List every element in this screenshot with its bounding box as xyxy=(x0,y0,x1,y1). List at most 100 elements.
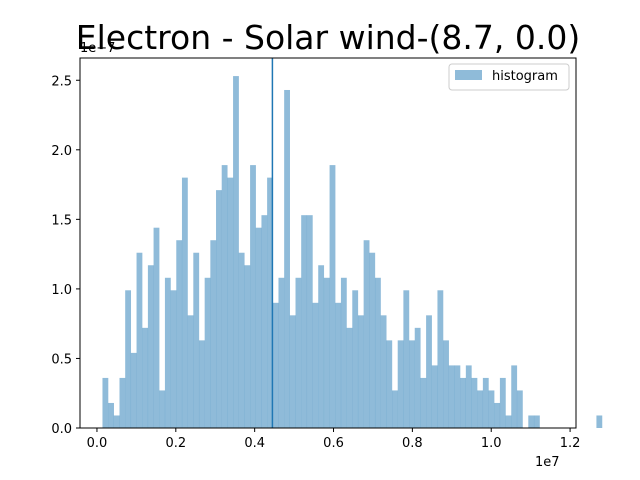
x-tick-label: 0.6 xyxy=(323,436,344,451)
chart-title: Electron - Solar wind-(8.7, 0.0) xyxy=(76,18,580,57)
histogram-bar xyxy=(511,365,518,428)
histogram-bar xyxy=(102,377,109,428)
histogram-bar xyxy=(233,76,239,429)
histogram-bar xyxy=(363,240,370,428)
histogram-bar xyxy=(318,265,325,428)
histogram-bar xyxy=(181,177,188,428)
histogram-bar xyxy=(482,377,489,428)
histogram-bar xyxy=(284,89,290,428)
histogram-bar xyxy=(267,177,273,428)
histogram-bar xyxy=(465,365,472,428)
y-axis-ticks: 0.0 0.5 1.0 1.5 2.0 2.5 xyxy=(51,74,80,437)
histogram-bar xyxy=(494,402,501,428)
x-tick-label: 0.4 xyxy=(244,436,265,451)
histogram-bar xyxy=(426,315,432,428)
histogram-bar xyxy=(170,290,177,428)
x-tick-label: 0.0 xyxy=(87,436,108,451)
histogram-bar xyxy=(437,290,444,428)
histogram-bar xyxy=(306,215,313,428)
histogram-bar xyxy=(221,165,228,428)
histogram-bar xyxy=(278,277,285,428)
histogram-bar xyxy=(380,315,387,428)
histogram-bar xyxy=(420,377,427,428)
y-tick-label: 1.0 xyxy=(51,283,72,298)
histogram-bar xyxy=(409,340,415,428)
histogram-bar xyxy=(460,377,466,428)
histogram-bar xyxy=(477,390,484,428)
y-tick-label: 2.0 xyxy=(51,144,72,159)
histogram-bar xyxy=(198,340,205,428)
histogram-bar xyxy=(301,215,308,428)
histogram-bar xyxy=(238,252,245,428)
histogram-bar xyxy=(374,277,381,428)
x-axis-ticks: 0.0 0.2 0.4 0.6 0.8 1.0 1.2 xyxy=(87,428,581,451)
histogram-bar xyxy=(414,327,421,428)
histogram-bar xyxy=(210,240,217,428)
x-tick-label: 1.2 xyxy=(560,436,581,451)
histogram-bar xyxy=(454,365,461,428)
histogram-bar xyxy=(329,165,336,428)
histogram-bar xyxy=(187,315,194,428)
y-offset-label: 1e−7 xyxy=(80,41,115,56)
histogram-bar xyxy=(244,265,251,428)
histogram-bar xyxy=(113,415,120,428)
histogram-bar xyxy=(312,302,319,428)
histogram-bar xyxy=(119,377,126,428)
histogram-bar xyxy=(125,290,132,428)
y-tick-label: 2.5 xyxy=(51,74,72,89)
histogram-bar xyxy=(295,277,302,428)
histogram-bar xyxy=(255,227,262,428)
y-tick-label: 1.5 xyxy=(51,213,72,228)
histogram-bars xyxy=(102,76,603,429)
histogram-bar xyxy=(147,265,154,428)
histogram-bar xyxy=(153,227,160,428)
histogram-bar xyxy=(596,415,603,428)
histogram-bar xyxy=(505,415,512,428)
histogram-bar xyxy=(176,240,183,428)
histogram-bar xyxy=(443,340,449,428)
histogram-bar xyxy=(488,390,495,428)
x-offset-label: 1e7 xyxy=(535,455,560,470)
histogram-bar xyxy=(108,402,114,428)
histogram-bar xyxy=(164,277,171,428)
y-tick-label: 0.5 xyxy=(51,352,72,367)
x-tick-label: 0.8 xyxy=(402,436,423,451)
histogram-bar xyxy=(272,302,279,428)
histogram-bar xyxy=(533,415,540,428)
legend-label: histogram xyxy=(492,69,558,84)
histogram-bar xyxy=(403,290,410,428)
histogram-bar xyxy=(130,352,137,428)
histogram-bar xyxy=(335,302,342,428)
histogram-bar xyxy=(528,415,535,428)
histogram-bar xyxy=(323,277,330,428)
histogram-bar xyxy=(386,340,393,428)
histogram-bar xyxy=(204,277,211,428)
legend: histogram xyxy=(448,63,570,91)
histogram-bar xyxy=(392,390,398,428)
histogram-bar xyxy=(193,252,200,428)
histogram-bar xyxy=(261,215,268,428)
histogram-bar xyxy=(227,177,234,428)
histogram-bar xyxy=(431,365,438,428)
histogram-bar xyxy=(352,290,359,428)
histogram-bar xyxy=(369,252,376,428)
histogram-bar xyxy=(340,277,347,428)
x-tick-label: 1.0 xyxy=(481,436,502,451)
histogram-bar xyxy=(448,365,455,428)
histogram-bar xyxy=(136,252,143,428)
x-tick-label: 0.2 xyxy=(165,436,186,451)
histogram-bar xyxy=(159,390,166,428)
histogram-bar xyxy=(499,377,506,428)
axes-frame xyxy=(79,57,577,429)
histogram-bar xyxy=(471,377,478,428)
histogram-bar xyxy=(289,315,296,428)
legend-swatch xyxy=(455,70,482,80)
histogram-bar xyxy=(216,190,222,428)
histogram-bar xyxy=(346,327,353,428)
histogram-bar xyxy=(516,390,523,428)
histogram-bar xyxy=(142,327,149,428)
y-tick-label: 0.0 xyxy=(51,422,72,437)
histogram-bar xyxy=(397,340,404,428)
histogram-bar xyxy=(250,165,256,428)
